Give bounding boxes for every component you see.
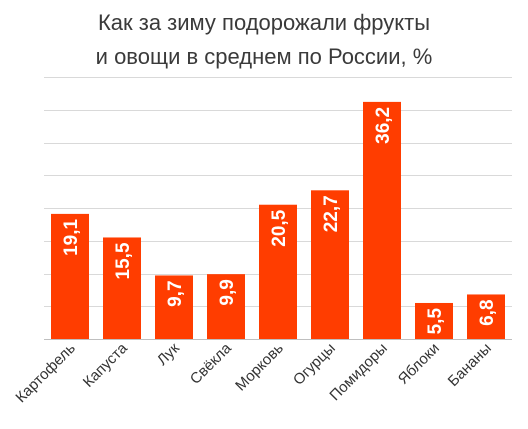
category-label: Картофель [12, 340, 79, 407]
category-label: Бананы [445, 340, 495, 390]
value-label: 36,2 [373, 107, 394, 144]
value-label: 9,9 [217, 279, 238, 305]
bar-9 [467, 294, 505, 339]
category-label: Капуста [80, 339, 131, 390]
bar-5 [259, 204, 297, 339]
value-label: 22,7 [321, 195, 342, 232]
bar-7 [363, 101, 401, 339]
value-label: 15,5 [113, 242, 134, 279]
value-label: 9,7 [165, 280, 186, 306]
value-label: 6,8 [477, 299, 498, 325]
category-label: Огурцы [290, 340, 339, 389]
value-label: 20,5 [269, 209, 290, 246]
bar-8 [415, 302, 453, 339]
value-label: 19,1 [61, 218, 82, 255]
category-label: Свёкла [187, 339, 236, 388]
value-label: 5,5 [425, 308, 446, 335]
bar-2 [103, 237, 141, 339]
bar-1 [51, 213, 89, 339]
bar-4 [207, 274, 245, 339]
value-labels: 19,1 15,5 9,7 9,9 20,5 22,7 36,2 5,5 6,8 [61, 107, 498, 335]
category-label: Морковь [232, 340, 287, 395]
category-label: Яблоки [395, 340, 443, 388]
chart-title-line-2: и овощи в среднем по России, % [96, 44, 433, 69]
category-label: Лук [154, 340, 183, 369]
bars [51, 101, 505, 339]
chart-title-line-1: Как за зиму подорожали фрукты [98, 10, 430, 35]
bar-3 [155, 275, 193, 339]
bar-6 [311, 190, 349, 339]
